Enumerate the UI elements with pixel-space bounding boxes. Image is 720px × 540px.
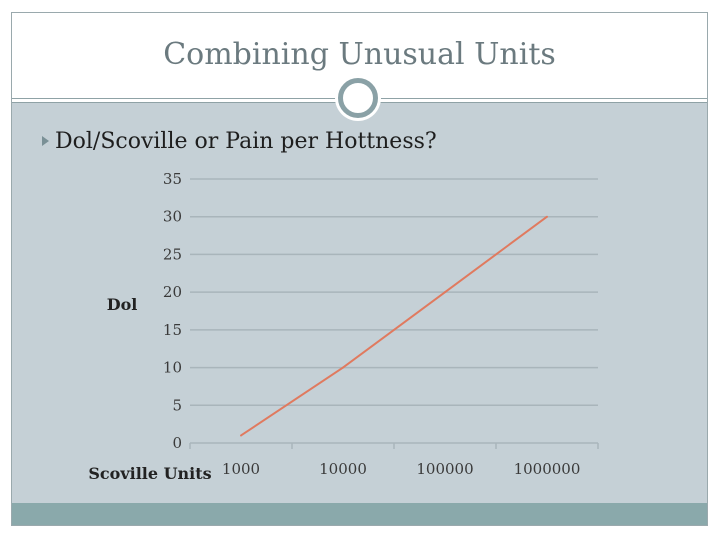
y-tick-label: 25 xyxy=(163,245,182,263)
y-tick-label: 15 xyxy=(163,321,182,339)
y-tick-labels: 0 5 10 15 20 25 30 35 xyxy=(163,170,182,452)
series-layer xyxy=(240,215,548,437)
x-tick-label: 100000 xyxy=(416,460,473,478)
slide-title: Combining Unusual Units xyxy=(163,37,556,72)
y-tick-label: 35 xyxy=(163,170,182,188)
x-tick-label: 10000 xyxy=(319,460,367,478)
footer-band xyxy=(12,503,707,525)
data-point xyxy=(342,366,344,369)
bullet-item: Dol/Scoville or Pain per Hottness? xyxy=(42,124,437,158)
y-tick-label: 10 xyxy=(163,359,182,377)
y-tick-label: 20 xyxy=(163,283,182,301)
x-tick-label: 1000000 xyxy=(514,460,581,478)
y-axis-title: Dol xyxy=(107,295,138,314)
bullet-text: Dol/Scoville or Pain per Hottness? xyxy=(55,128,437,154)
series-line-0 xyxy=(240,215,548,437)
y-tick-label: 0 xyxy=(172,434,182,452)
data-point xyxy=(240,434,242,437)
data-point xyxy=(444,291,446,294)
x-axis-title: Scoville Units xyxy=(88,464,211,483)
triangle-bullet-icon xyxy=(42,136,49,146)
content-area xyxy=(12,103,707,503)
ring-icon xyxy=(338,78,378,118)
grid-layer xyxy=(189,178,599,449)
y-tick-label: 5 xyxy=(172,396,182,414)
x-tick-label: 1000 xyxy=(222,460,260,478)
y-tick-label: 30 xyxy=(163,208,182,226)
data-point xyxy=(546,215,548,218)
x-tick-labels: 1000 10000 100000 1000000 xyxy=(222,460,581,478)
